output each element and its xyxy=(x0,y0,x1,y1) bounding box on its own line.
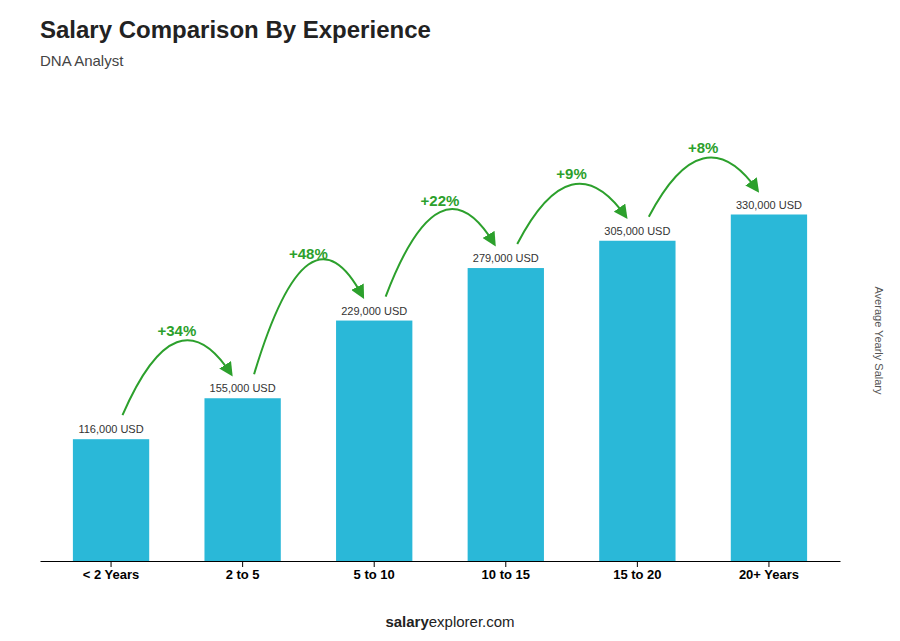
x-tick: 10 to 15 xyxy=(482,561,530,582)
chart: Salary Comparison By Experience DNA Analy… xyxy=(0,0,900,641)
footer: salaryexplorer.com xyxy=(385,613,514,630)
x-tick: < 2 Years xyxy=(83,561,140,582)
bar xyxy=(599,241,675,561)
x-axis-line xyxy=(41,561,841,562)
data-label: 229,000 USD xyxy=(341,305,407,317)
x-tick-label: 2 to 5 xyxy=(226,567,260,582)
y-axis-title: Average Yearly Salary xyxy=(873,286,885,395)
annotation-label: +9% xyxy=(556,165,586,182)
bars xyxy=(73,215,807,562)
annotation-arrow xyxy=(254,259,363,374)
title: Salary Comparison By Experience xyxy=(40,16,431,43)
annotation-label: +8% xyxy=(688,139,718,156)
bar xyxy=(336,321,412,561)
x-tick-label: 10 to 15 xyxy=(482,567,530,582)
data-labels: 116,000 USD 155,000 USD 229,000 USD 279,000… xyxy=(78,199,802,436)
x-tick-label: 5 to 10 xyxy=(354,567,395,582)
x-tick-label: < 2 Years xyxy=(83,567,140,582)
bar xyxy=(731,215,807,562)
data-label: 305,000 USD xyxy=(604,225,670,237)
x-tick: 2 to 5 xyxy=(226,561,260,582)
annotation-arrow xyxy=(649,158,758,217)
x-tick-mark xyxy=(111,561,112,567)
x-tick: 15 to 20 xyxy=(613,561,661,582)
x-tick-mark xyxy=(374,561,375,567)
x-tick-mark xyxy=(637,561,638,567)
bar xyxy=(468,268,544,561)
annotation-label: +22% xyxy=(421,192,460,209)
plot: < 2 Years 2 to 5 5 to 10 10 to 15 15 to 20 20… xyxy=(41,139,841,583)
x-tick-label: 20+ Years xyxy=(739,567,799,582)
footer-part: salary xyxy=(385,613,429,630)
x-tick: 5 to 10 xyxy=(354,561,395,582)
annotation-arrow xyxy=(123,340,232,415)
x-axis: < 2 Years 2 to 5 5 to 10 10 to 15 15 to 20 20… xyxy=(41,561,841,582)
annotation-label: +48% xyxy=(289,245,328,262)
x-tick: 20+ Years xyxy=(739,561,799,582)
annotation-arrow xyxy=(386,209,495,296)
data-label: 330,000 USD xyxy=(736,199,802,211)
annotation-arrow xyxy=(517,184,626,244)
data-label: 155,000 USD xyxy=(210,382,276,394)
annotations: +34% +48% +22% +9% +8% xyxy=(123,139,758,416)
annotation-label: +34% xyxy=(157,322,196,339)
x-tick-label: 15 to 20 xyxy=(613,567,661,582)
subtitle: DNA Analyst xyxy=(40,52,124,69)
x-tick-mark xyxy=(242,561,243,567)
x-tick-mark xyxy=(768,561,769,567)
bar xyxy=(204,398,280,561)
data-label: 116,000 USD xyxy=(78,423,143,435)
footer-part: explorer.com xyxy=(429,613,515,630)
x-tick-mark xyxy=(505,561,506,567)
data-label: 279,000 USD xyxy=(473,252,539,264)
bar xyxy=(73,439,149,561)
